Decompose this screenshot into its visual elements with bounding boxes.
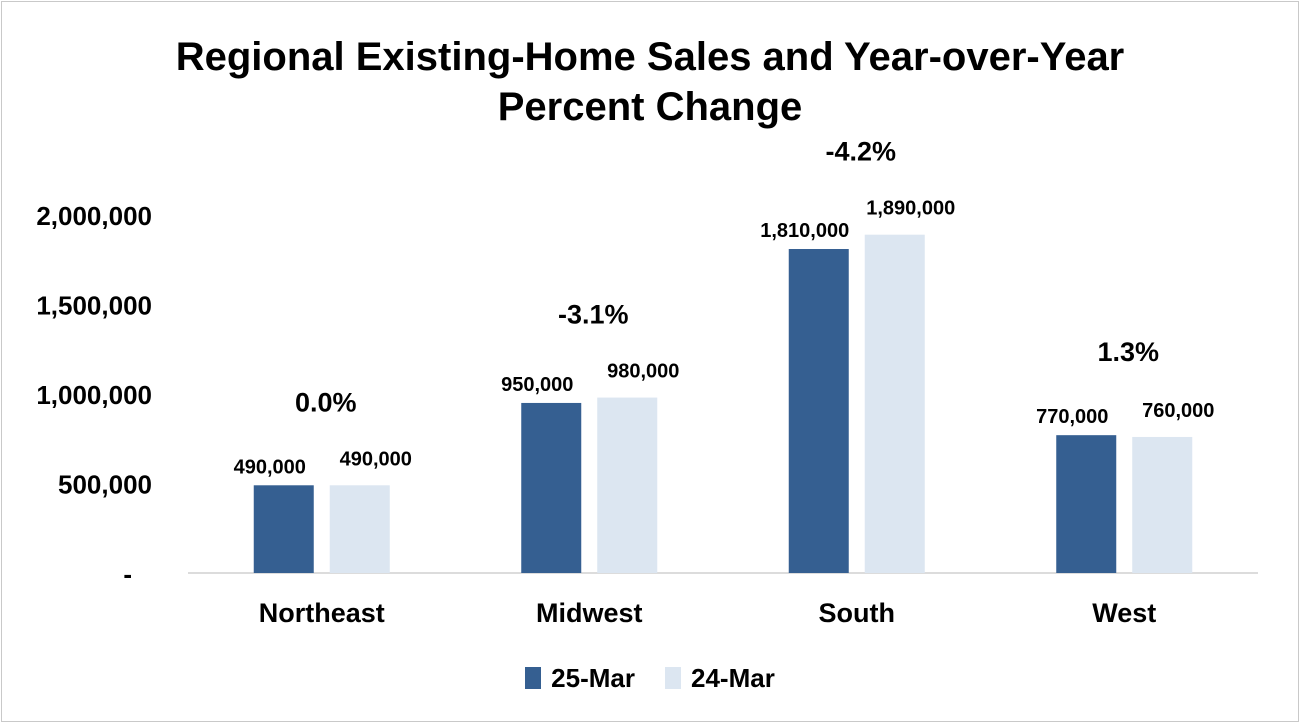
x-tick-label: Midwest <box>536 598 643 628</box>
percent-change-label: 0.0% <box>295 387 357 417</box>
legend-label-25-mar: 25-Mar <box>551 662 635 693</box>
bar-data-label: 770,000 <box>1036 406 1108 428</box>
bar-data-labels: 490,000 490,000 950,000 980,000 1,810,000 1,8… <box>234 198 1215 479</box>
chart-title: Regional Existing-Home Sales and Year-ov… <box>0 32 1300 132</box>
y-tick-label: 500,000 <box>58 470 152 500</box>
legend-item-25-mar: 25-Mar <box>525 663 635 694</box>
y-axis: - 500,000 1,000,000 1,500,000 2,000,000 <box>36 201 152 589</box>
legend-swatch-24-mar <box>665 667 681 689</box>
legend: 25-Mar 24-Mar <box>0 660 1300 696</box>
percent-change-annotations: 0.0% -3.1% -4.2% 1.3% <box>295 137 1159 418</box>
bar-25-mar-midwest <box>521 402 582 573</box>
bar-25-mar-northeast <box>253 485 314 573</box>
legend-swatch-25-mar <box>525 667 542 689</box>
bar-24-mar-northeast <box>329 485 390 573</box>
bar-24-mar-south <box>864 234 925 573</box>
bar-data-label: 950,000 <box>501 374 573 396</box>
chart-title-line-2: Percent Change <box>497 85 803 129</box>
bar-data-label: 490,000 <box>234 456 306 478</box>
legend-item-24-mar: 24-Mar <box>665 663 775 694</box>
bar-24-mar-midwest <box>597 397 658 573</box>
bar-24-mar-west <box>1132 436 1193 573</box>
bar-data-label: 980,000 <box>607 361 679 383</box>
bar-data-label: 1,890,000 <box>866 198 955 220</box>
bar-25-mar-south <box>788 249 849 573</box>
y-tick-label: 1,000,000 <box>36 380 152 410</box>
bar-data-label: 760,000 <box>1142 400 1214 422</box>
chart-title-line-1: Regional Existing-Home Sales and Year-ov… <box>175 35 1125 79</box>
y-tick-label: - <box>123 559 132 589</box>
y-tick-label: 1,500,000 <box>36 291 152 321</box>
x-tick-label: Northeast <box>259 598 385 628</box>
percent-change-label: -4.2% <box>825 137 896 167</box>
legend-label-24-mar: 24-Mar <box>691 662 775 693</box>
bars <box>253 234 1193 573</box>
x-tick-label: South <box>819 598 895 628</box>
x-tick-label: West <box>1092 598 1156 628</box>
bar-data-label: 490,000 <box>340 448 412 470</box>
bar-25-mar-west <box>1056 435 1117 573</box>
percent-change-label: -3.1% <box>558 300 629 330</box>
y-tick-label: 2,000,000 <box>36 201 152 231</box>
x-axis: Northeast Midwest South West <box>259 598 1157 628</box>
bar-data-label: 1,810,000 <box>760 220 849 242</box>
percent-change-label: 1.3% <box>1097 337 1159 367</box>
